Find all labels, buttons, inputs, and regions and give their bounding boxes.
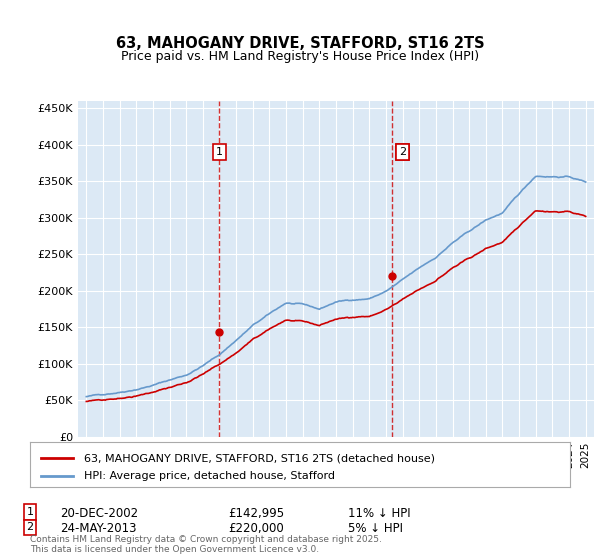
Text: 2: 2 [399, 147, 406, 157]
Text: 11% ↓ HPI: 11% ↓ HPI [348, 507, 410, 520]
Text: 2: 2 [399, 147, 406, 157]
Text: 63, MAHOGANY DRIVE, STAFFORD, ST16 2TS: 63, MAHOGANY DRIVE, STAFFORD, ST16 2TS [116, 36, 484, 52]
Text: 5% ↓ HPI: 5% ↓ HPI [348, 522, 403, 535]
Text: 2: 2 [26, 522, 34, 533]
Text: £142,995: £142,995 [228, 507, 284, 520]
Text: HPI: Average price, detached house, Stafford: HPI: Average price, detached house, Staf… [84, 471, 335, 481]
Text: 63, MAHOGANY DRIVE, STAFFORD, ST16 2TS (detached house): 63, MAHOGANY DRIVE, STAFFORD, ST16 2TS (… [84, 453, 435, 463]
Text: 1: 1 [26, 507, 34, 517]
Text: Contains HM Land Registry data © Crown copyright and database right 2025.
This d: Contains HM Land Registry data © Crown c… [30, 535, 382, 554]
Text: 1: 1 [216, 147, 223, 157]
Text: 20-DEC-2002: 20-DEC-2002 [60, 507, 138, 520]
Text: £220,000: £220,000 [228, 522, 284, 535]
Text: 24-MAY-2013: 24-MAY-2013 [60, 522, 137, 535]
Text: Price paid vs. HM Land Registry's House Price Index (HPI): Price paid vs. HM Land Registry's House … [121, 50, 479, 63]
